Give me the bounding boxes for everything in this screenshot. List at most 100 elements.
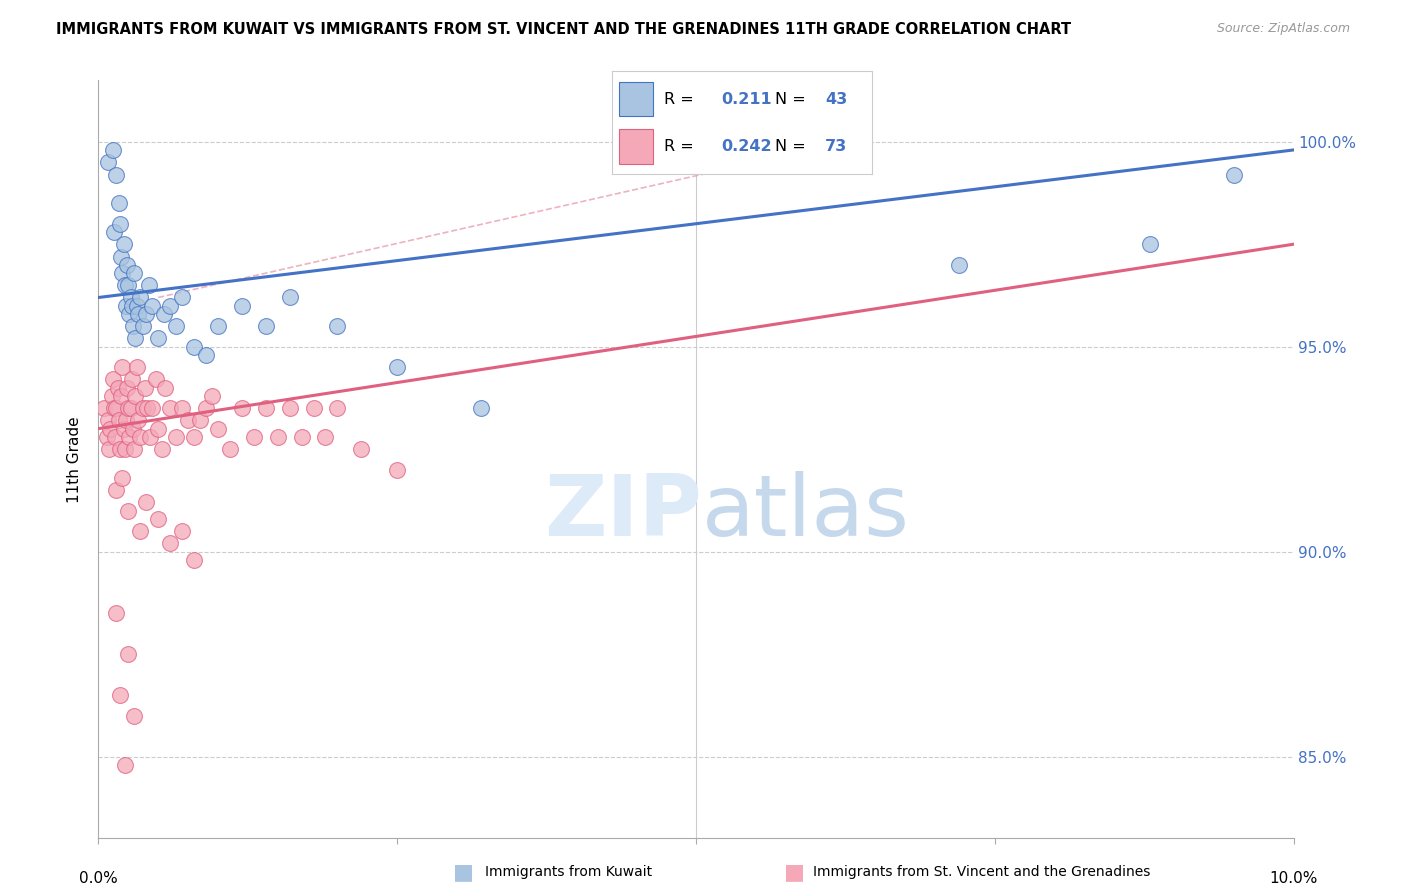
Point — [195, 401, 218, 416]
Point — [145, 372, 167, 386]
Point — [122, 319, 145, 334]
Point — [385, 462, 409, 476]
Point — [125, 360, 148, 375]
Point — [124, 389, 146, 403]
Point — [136, 401, 159, 416]
Point — [207, 319, 229, 334]
Point — [98, 422, 122, 436]
Point — [172, 524, 194, 538]
Point — [105, 483, 128, 497]
Point — [103, 225, 125, 239]
Point — [120, 291, 142, 305]
Point — [135, 495, 157, 509]
Text: Source: ZipAtlas.com: Source: ZipAtlas.com — [1216, 22, 1350, 36]
Point — [117, 401, 139, 416]
Point — [948, 258, 970, 272]
Point — [278, 401, 301, 416]
Point — [385, 360, 409, 375]
Point — [124, 266, 146, 280]
Point — [177, 413, 200, 427]
Point — [267, 430, 290, 444]
Point — [141, 299, 163, 313]
Point — [115, 413, 138, 427]
Point — [155, 381, 177, 395]
Point — [112, 422, 135, 436]
Text: IMMIGRANTS FROM KUWAIT VS IMMIGRANTS FROM ST. VINCENT AND THE GRENADINES 11TH GR: IMMIGRANTS FROM KUWAIT VS IMMIGRANTS FRO… — [56, 22, 1071, 37]
Point — [148, 331, 170, 345]
Point — [124, 331, 146, 345]
Point — [121, 372, 143, 386]
Y-axis label: 11th Grade: 11th Grade — [67, 416, 83, 503]
Point — [112, 237, 135, 252]
Point — [105, 168, 128, 182]
Point — [124, 442, 146, 457]
Text: Immigrants from Kuwait: Immigrants from Kuwait — [485, 865, 652, 880]
Point — [117, 647, 139, 661]
Text: 10.0%: 10.0% — [1270, 871, 1317, 887]
Point — [111, 471, 134, 485]
Point — [278, 291, 301, 305]
Text: ■: ■ — [785, 863, 804, 882]
Point — [101, 372, 124, 386]
Point — [107, 196, 129, 211]
Point — [326, 401, 349, 416]
Point — [291, 430, 314, 444]
Text: 0.242: 0.242 — [721, 139, 772, 153]
Point — [153, 307, 176, 321]
Point — [117, 503, 139, 517]
Point — [134, 381, 156, 395]
Point — [127, 307, 149, 321]
Point — [93, 401, 115, 416]
Text: N =: N = — [776, 92, 806, 106]
Point — [97, 413, 120, 427]
Point — [141, 401, 163, 416]
Point — [159, 401, 181, 416]
Point — [139, 430, 162, 444]
Text: 73: 73 — [825, 139, 848, 153]
Point — [124, 708, 146, 723]
Point — [120, 401, 142, 416]
Point — [117, 278, 139, 293]
Point — [129, 524, 152, 538]
Point — [159, 536, 181, 550]
Point — [107, 413, 129, 427]
Point — [114, 278, 136, 293]
Point — [148, 422, 170, 436]
Point — [104, 430, 127, 444]
Point — [183, 430, 205, 444]
Point — [315, 430, 337, 444]
Point — [118, 430, 141, 444]
Point — [111, 266, 134, 280]
Point — [111, 360, 134, 375]
Point — [114, 757, 136, 772]
Text: N =: N = — [776, 139, 806, 153]
Point — [165, 430, 187, 444]
Point — [243, 430, 266, 444]
Point — [201, 389, 224, 403]
Text: 0.211: 0.211 — [721, 92, 772, 106]
Text: ■: ■ — [454, 863, 474, 882]
Point — [1139, 237, 1161, 252]
Point — [131, 319, 153, 334]
Point — [98, 442, 121, 457]
Point — [129, 291, 152, 305]
Point — [105, 401, 128, 416]
Text: R =: R = — [664, 92, 693, 106]
Point — [103, 401, 125, 416]
Point — [138, 278, 160, 293]
Point — [207, 422, 229, 436]
Point — [159, 299, 181, 313]
Point — [108, 442, 131, 457]
Point — [231, 299, 253, 313]
Point — [350, 442, 373, 457]
Point — [122, 422, 145, 436]
Point — [108, 217, 131, 231]
Point — [115, 299, 138, 313]
Point — [127, 413, 149, 427]
Point — [107, 381, 129, 395]
Point — [101, 143, 124, 157]
FancyBboxPatch shape — [620, 128, 654, 163]
Point — [131, 401, 153, 416]
Point — [129, 430, 152, 444]
Text: 0.0%: 0.0% — [79, 871, 118, 887]
